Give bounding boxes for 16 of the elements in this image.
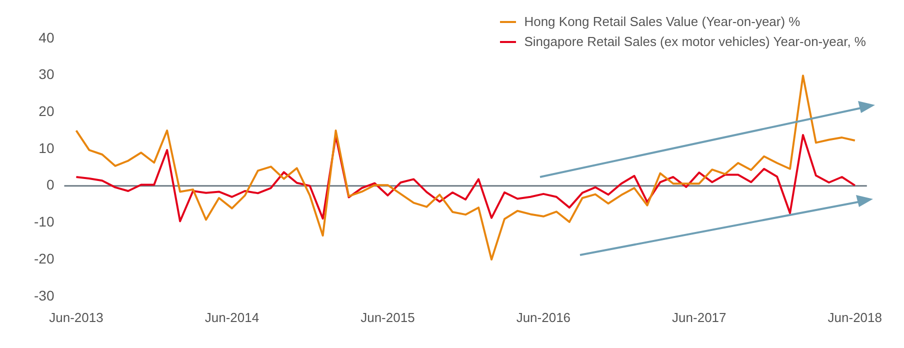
x-tick-label: Jun-2017 [672,310,726,325]
y-tick-label: 30 [38,66,54,82]
legend-label: Singapore Retail Sales (ex motor vehicles) Year-on-year, % [524,33,866,51]
x-tick-label: Jun-2014 [204,310,260,325]
legend-label: Hong Kong Retail Sales Value (Year-on-year) % [524,13,800,31]
x-tick-label: Jun-2015 [360,310,415,325]
y-tick-label: 0 [46,176,54,193]
y-tick-label: 40 [38,29,54,46]
x-tick-label: Jun-2013 [49,310,104,325]
x-tick-label: Jun-2018 [828,310,882,325]
y-tick-label: 10 [38,140,54,156]
y-tick-label: -30 [34,287,54,304]
y-tick-label: -10 [34,214,54,230]
x-tick-label: Jun-2016 [516,310,571,325]
y-tick-label: 20 [38,102,54,119]
y-tick-label: -20 [34,250,54,266]
